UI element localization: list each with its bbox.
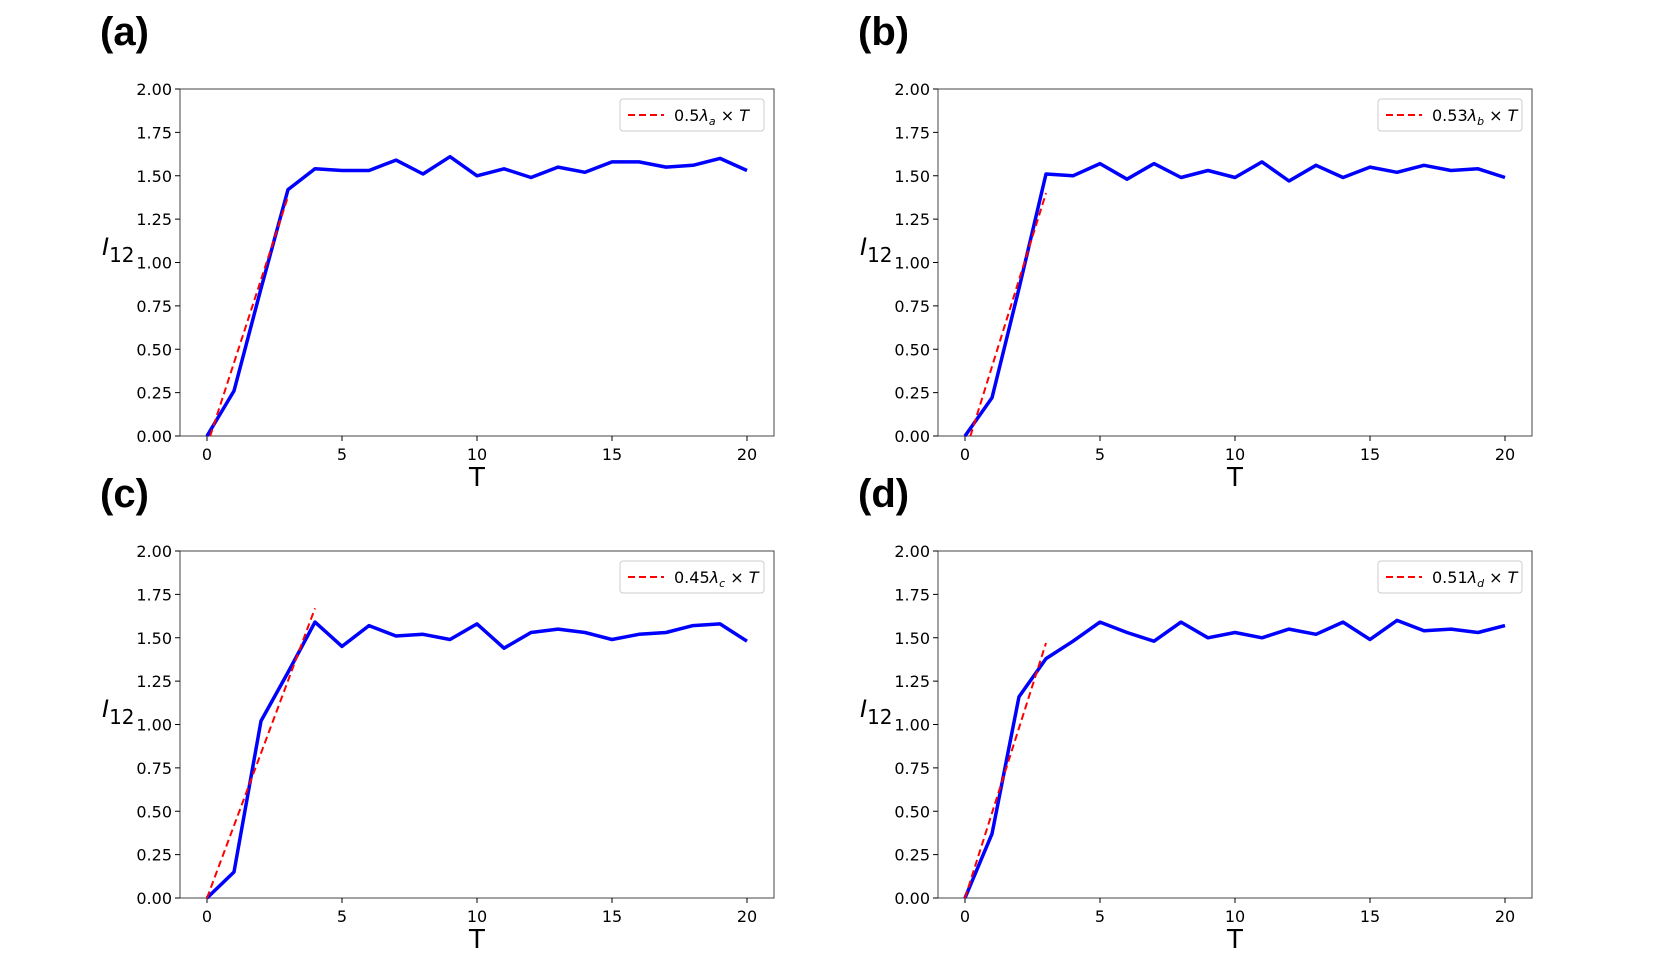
y-tick-label: 2.00 bbox=[136, 80, 172, 99]
y-tick-label: 1.25 bbox=[894, 210, 930, 229]
panel-label: (c) bbox=[100, 472, 149, 516]
panel-label: (d) bbox=[858, 472, 910, 516]
chart-panel-a: (a) 0.00 0.25 0.50 0.75 1.00 1.25 1.50 1.75 2.00… bbox=[0, 0, 830, 493]
y-tick-label: 0.75 bbox=[136, 759, 172, 778]
data-line bbox=[963, 618, 1506, 899]
y-tick-label: 0.50 bbox=[136, 340, 172, 359]
legend-label: 0.45λc × T bbox=[674, 568, 760, 590]
chart-panel-d: (d) 0.00 0.25 0.50 0.75 1.00 1.25 1.50 1.75 2.00… bbox=[758, 462, 1588, 955]
chart-b-svg: 0.00 0.25 0.50 0.75 1.00 1.25 1.50 1.75 2.00 0 5 10… bbox=[860, 80, 1533, 493]
x-tick-label: 15 bbox=[602, 907, 622, 926]
y-axis-label: I12 bbox=[860, 695, 893, 729]
y-tick-label: 1.50 bbox=[136, 629, 172, 648]
x-tick-label: 20 bbox=[1495, 445, 1515, 464]
x-tick-label: 5 bbox=[337, 907, 347, 926]
y-tick-label: 0.25 bbox=[894, 384, 930, 403]
y-tick-label: 2.00 bbox=[894, 542, 930, 561]
y-tick-label: 1.75 bbox=[136, 123, 172, 142]
y-tick-label: 1.00 bbox=[136, 716, 172, 735]
x-tick-label: 0 bbox=[202, 445, 212, 464]
fit-line bbox=[206, 607, 316, 899]
y-tick-label: 2.00 bbox=[894, 80, 930, 99]
y-tick-label: 1.25 bbox=[136, 672, 172, 691]
legend-label: 0.5λa × T bbox=[674, 106, 750, 128]
x-tick-label: 0 bbox=[202, 907, 212, 926]
fit-line bbox=[209, 196, 289, 437]
x-tick-label: 20 bbox=[737, 907, 757, 926]
x-axis-label: T bbox=[468, 463, 485, 493]
chart-c-svg: 0.00 0.25 0.50 0.75 1.00 1.25 1.50 1.75 2.00 0 5 10… bbox=[102, 542, 775, 955]
plot-frame bbox=[937, 88, 1533, 437]
y-tick-label: 1.50 bbox=[136, 167, 172, 186]
y-tick-label: 0.00 bbox=[894, 889, 930, 908]
y-axis-label: I12 bbox=[102, 233, 135, 267]
x-tick-label: 0 bbox=[960, 907, 970, 926]
y-tick-label: 1.75 bbox=[894, 585, 930, 604]
y-tick-label: 0.50 bbox=[894, 340, 930, 359]
fit-line bbox=[964, 642, 1047, 899]
x-axis-label: T bbox=[1226, 463, 1243, 493]
y-tick-label: 1.50 bbox=[894, 167, 930, 186]
y-tick-label: 0.25 bbox=[894, 846, 930, 865]
y-tick-label: 2.00 bbox=[136, 542, 172, 561]
x-tick-label: 15 bbox=[1360, 445, 1380, 464]
x-axis-label: T bbox=[1226, 925, 1243, 955]
data-line bbox=[963, 160, 1506, 438]
x-tick-label: 20 bbox=[1495, 907, 1515, 926]
y-tick-label: 0.75 bbox=[136, 297, 172, 316]
data-line bbox=[205, 154, 748, 437]
y-tick-label: 1.50 bbox=[894, 629, 930, 648]
x-tick-label: 10 bbox=[1225, 445, 1245, 464]
x-tick-label: 10 bbox=[1225, 907, 1245, 926]
y-tick-label: 0.00 bbox=[136, 427, 172, 446]
x-tick-label: 15 bbox=[1360, 907, 1380, 926]
x-tick-label: 10 bbox=[467, 445, 487, 464]
y-axis-label: I12 bbox=[860, 233, 893, 267]
plot-frame bbox=[179, 550, 775, 899]
y-tick-label: 0.00 bbox=[894, 427, 930, 446]
panel-label: (a) bbox=[100, 10, 149, 54]
x-axis-label: T bbox=[468, 925, 485, 955]
legend-label: 0.53λb × T bbox=[1432, 106, 1519, 128]
y-tick-label: 0.75 bbox=[894, 297, 930, 316]
fit-line bbox=[969, 192, 1047, 437]
data-line bbox=[205, 620, 748, 900]
x-tick-label: 0 bbox=[960, 445, 970, 464]
x-tick-label: 5 bbox=[337, 445, 347, 464]
x-tick-label: 10 bbox=[467, 907, 487, 926]
chart-panel-b: (b) 0.00 0.25 0.50 0.75 1.00 1.25 1.50 1.75 2.00… bbox=[758, 0, 1588, 493]
y-tick-label: 1.00 bbox=[894, 254, 930, 273]
y-tick-label: 0.00 bbox=[136, 889, 172, 908]
legend-box bbox=[619, 98, 765, 132]
y-tick-label: 1.25 bbox=[136, 210, 172, 229]
plot-frame bbox=[937, 550, 1533, 899]
x-tick-label: 5 bbox=[1095, 445, 1105, 464]
y-tick-label: 1.00 bbox=[894, 716, 930, 735]
legend-box bbox=[1377, 560, 1523, 594]
y-axis-label: I12 bbox=[102, 695, 135, 729]
y-tick-label: 0.25 bbox=[136, 846, 172, 865]
legend-box bbox=[619, 560, 765, 594]
y-tick-label: 0.50 bbox=[136, 802, 172, 821]
x-tick-label: 5 bbox=[1095, 907, 1105, 926]
panel-label: (b) bbox=[858, 10, 910, 54]
legend-label: 0.51λd × T bbox=[1432, 568, 1519, 590]
y-tick-label: 0.75 bbox=[894, 759, 930, 778]
x-tick-label: 20 bbox=[737, 445, 757, 464]
y-tick-label: 1.75 bbox=[136, 585, 172, 604]
legend-box bbox=[1377, 98, 1523, 132]
y-tick-label: 0.50 bbox=[894, 802, 930, 821]
x-tick-label: 15 bbox=[602, 445, 622, 464]
chart-a-svg: 0.00 0.25 0.50 0.75 1.00 1.25 1.50 1.75 2.00 0 5 10… bbox=[102, 80, 775, 493]
y-tick-label: 1.25 bbox=[894, 672, 930, 691]
y-tick-label: 1.75 bbox=[894, 123, 930, 142]
chart-d-svg: 0.00 0.25 0.50 0.75 1.00 1.25 1.50 1.75 2.00 0 5 10… bbox=[860, 542, 1533, 955]
y-tick-label: 1.00 bbox=[136, 254, 172, 273]
chart-panel-c: (c) 0.00 0.25 0.50 0.75 1.00 1.25 1.50 1.75 2.00… bbox=[0, 462, 830, 955]
y-tick-label: 0.25 bbox=[136, 384, 172, 403]
